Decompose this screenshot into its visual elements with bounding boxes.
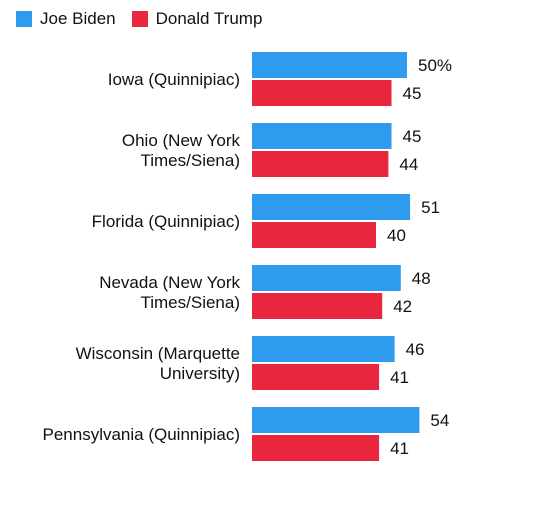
category-label: Ohio (New York [122, 131, 241, 150]
category-label: University) [160, 364, 240, 383]
value-label-biden: 51 [421, 198, 440, 217]
value-label-biden: 48 [412, 269, 431, 288]
value-label-biden: 45 [403, 127, 422, 146]
value-label-biden: 50% [418, 56, 452, 75]
bar-biden [252, 52, 407, 78]
category-label: Times/Siena) [140, 293, 240, 312]
legend-swatch-biden [16, 11, 32, 27]
value-label-trump: 45 [403, 84, 422, 103]
bar-trump [252, 222, 376, 248]
legend-label-biden: Joe Biden [40, 9, 116, 28]
bar-trump [252, 151, 389, 177]
legend-item-trump: Donald Trump [131, 9, 263, 29]
legend-item-biden: Joe Biden [16, 9, 116, 29]
bar-trump [252, 80, 392, 106]
bar-biden [252, 265, 401, 291]
value-label-trump: 41 [390, 368, 409, 387]
bar-biden [252, 123, 392, 149]
legend-swatch-trump [131, 11, 148, 27]
category-label: Pennsylvania (Quinnipiac) [43, 425, 241, 444]
bar-trump [252, 435, 380, 461]
category-label: Wisconsin (Marquette [76, 344, 240, 363]
category-label: Times/Siena) [140, 151, 240, 170]
bar-biden [252, 407, 420, 433]
chart-legend: Joe Biden Donald Trump [16, 9, 278, 29]
category-label: Nevada (New York [99, 273, 240, 292]
bar-biden [252, 336, 395, 362]
value-label-trump: 44 [399, 155, 418, 174]
bar-trump [252, 293, 383, 319]
value-label-biden: 54 [430, 411, 449, 430]
value-label-trump: 42 [393, 297, 412, 316]
category-label: Florida (Quinnipiac) [92, 212, 240, 231]
bar-biden [252, 194, 411, 220]
value-label-trump: 40 [387, 226, 406, 245]
bar-trump [252, 364, 380, 390]
category-label: Iowa (Quinnipiac) [108, 70, 240, 89]
value-label-biden: 46 [406, 340, 425, 359]
value-label-trump: 41 [390, 439, 409, 458]
legend-label-trump: Donald Trump [155, 9, 263, 28]
